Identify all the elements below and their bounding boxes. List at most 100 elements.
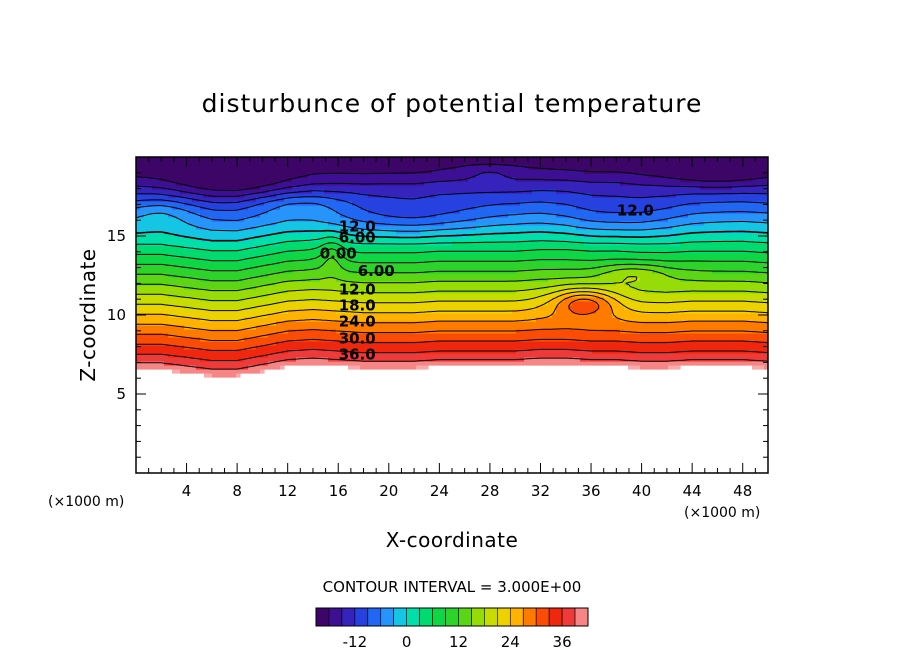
field-cell <box>236 169 241 174</box>
field-cell <box>260 189 265 194</box>
field-cell <box>184 261 189 266</box>
field-cell <box>496 257 501 262</box>
field-cell <box>480 313 485 318</box>
field-cell <box>140 357 145 362</box>
field-cell <box>244 233 249 238</box>
field-cell <box>444 321 449 326</box>
field-cell <box>192 325 197 330</box>
field-cell <box>268 349 273 354</box>
field-cell <box>496 321 501 326</box>
field-cell <box>356 221 361 226</box>
field-cell <box>252 269 257 274</box>
field-cell <box>436 317 441 322</box>
field-cell <box>448 181 453 186</box>
field-cell <box>224 253 229 258</box>
field-cell <box>184 361 189 366</box>
field-cell <box>500 353 505 358</box>
field-cell <box>348 289 353 294</box>
field-cell <box>432 333 437 338</box>
field-cell <box>328 297 333 302</box>
field-cell <box>440 157 445 162</box>
field-cell <box>232 273 237 278</box>
field-cell <box>296 321 301 326</box>
field-cell <box>424 309 429 314</box>
field-cell <box>200 369 205 374</box>
field-cell <box>340 337 345 342</box>
field-cell <box>372 253 377 258</box>
field-cell <box>320 361 325 366</box>
field-cell <box>396 165 401 170</box>
field-cell <box>392 173 397 178</box>
field-cell <box>504 317 509 322</box>
field-cell <box>228 205 233 210</box>
field-cell <box>368 205 373 210</box>
field-cell <box>280 189 285 194</box>
field-cell <box>384 361 389 366</box>
field-cell <box>192 241 197 246</box>
field-cell <box>264 305 269 310</box>
field-cell <box>260 169 265 174</box>
field-cell <box>172 213 177 218</box>
field-cell <box>272 265 277 270</box>
field-cell <box>428 237 433 242</box>
field-cell <box>164 205 169 210</box>
field-cell <box>484 157 489 162</box>
field-cell <box>272 161 277 166</box>
field-cell <box>140 345 145 350</box>
field-cell <box>444 257 449 262</box>
field-cell <box>484 265 489 270</box>
field-cell <box>444 333 449 338</box>
field-cell <box>316 325 321 330</box>
field-cell <box>320 197 325 202</box>
field-cell <box>264 329 269 334</box>
field-cell <box>468 217 473 222</box>
field-cell <box>484 297 489 302</box>
field-cell <box>148 241 153 246</box>
field-cell <box>272 189 277 194</box>
field-cell <box>492 173 497 178</box>
field-cell <box>272 353 277 358</box>
field-cell <box>368 217 373 222</box>
field-cell <box>220 349 225 354</box>
field-cell <box>240 209 245 214</box>
field-cell <box>404 173 409 178</box>
field-cell <box>152 253 157 258</box>
field-cell <box>480 157 485 162</box>
field-cell <box>176 173 181 178</box>
field-cell <box>300 301 305 306</box>
field-cell <box>324 341 329 346</box>
field-cell <box>156 289 161 294</box>
field-cell <box>216 177 221 182</box>
field-cell <box>176 281 181 286</box>
field-cell <box>488 181 493 186</box>
field-cell <box>344 301 349 306</box>
field-cell <box>404 285 409 290</box>
field-cell <box>476 285 481 290</box>
field-cell <box>264 317 269 322</box>
field-cell <box>272 365 277 370</box>
field-cell <box>212 161 217 166</box>
field-cell <box>280 221 285 226</box>
field-cell <box>440 193 445 198</box>
field-cell <box>300 305 305 310</box>
field-cell <box>376 353 381 358</box>
field-cell <box>156 209 161 214</box>
field-cell <box>468 229 473 234</box>
field-cell <box>224 233 229 238</box>
field-cell <box>368 349 373 354</box>
field-cell <box>320 241 325 246</box>
field-cell <box>344 293 349 298</box>
field-cell <box>136 253 141 258</box>
field-cell <box>388 257 393 262</box>
field-cell <box>352 341 357 346</box>
field-cell <box>168 265 173 270</box>
field-cell <box>356 365 361 370</box>
field-cell <box>244 241 249 246</box>
field-cell <box>144 325 149 330</box>
field-cell <box>276 229 281 234</box>
field-cell <box>284 209 289 214</box>
field-cell <box>296 197 301 202</box>
field-cell <box>368 317 373 322</box>
field-cell <box>504 193 509 198</box>
field-cell <box>228 361 233 366</box>
